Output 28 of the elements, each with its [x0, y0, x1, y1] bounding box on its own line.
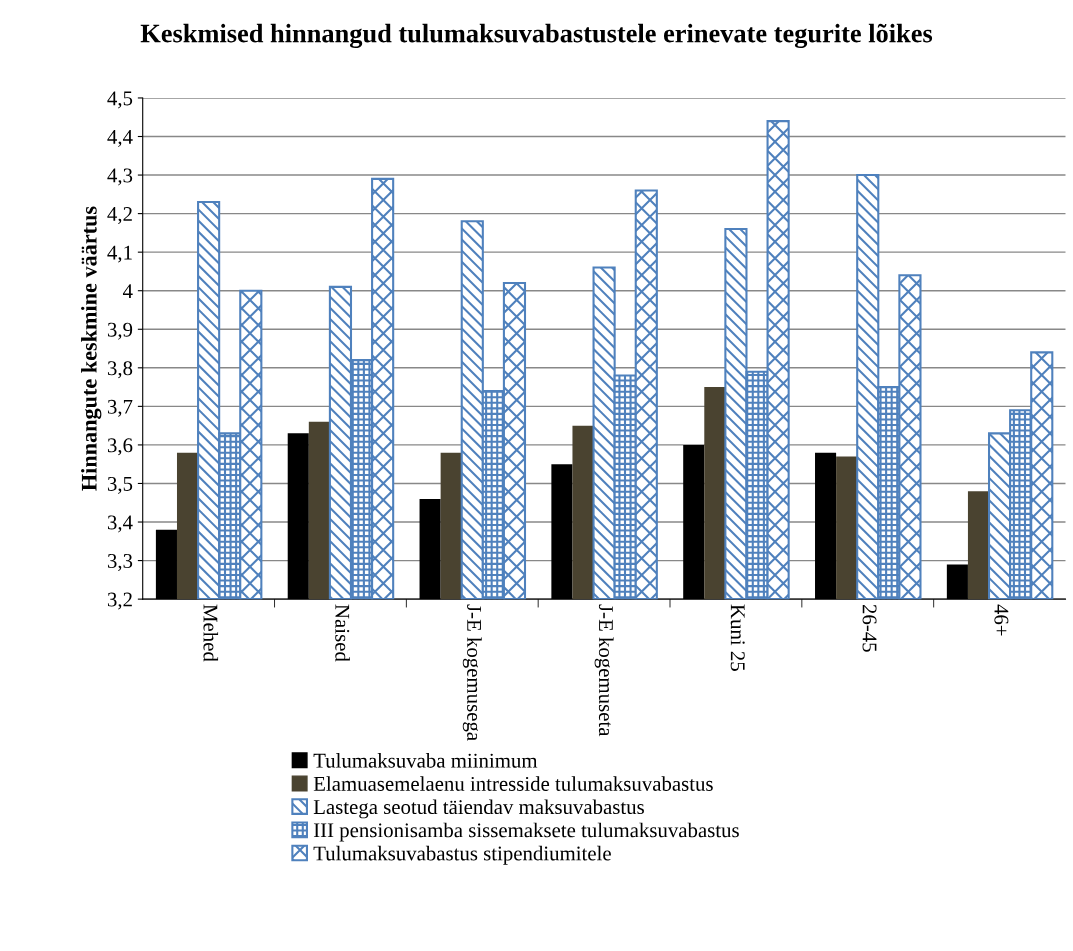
x-tick-label: J-E kogemusega [462, 604, 482, 741]
y-tick-label: 3,3 [107, 554, 133, 572]
legend-label: Tulumaksuvabastus stipendiumitele [313, 845, 611, 865]
chart-title: Keskmised hinnangud tulumaksuvabastustele erinevate tegurite lõikes [140, 23, 933, 48]
x-tick-label: Kuni 25 [730, 604, 745, 671]
x-tick-label: Mehed [203, 604, 219, 662]
y-tick-label: 3,2 [107, 592, 132, 610]
legend-label: Lastega seotud täiendav maksuvabastus [313, 799, 644, 819]
y-tick-label: 4,1 [107, 245, 132, 263]
y-axis-title: Hinnangute keskmine väärtus [81, 206, 102, 491]
legend-label: III pensionisamba sissemaksete tulumaksuvabastus [313, 822, 739, 842]
legend-label: Elamuasemelaenu intresside tulumaksuvabastus [313, 776, 713, 791]
y-tick-label: 4,5 [107, 91, 133, 109]
y-tick-label: 3,6 [107, 438, 133, 456]
x-tick-label: 26-45 [862, 604, 877, 652]
y-tick-label: 4,2 [107, 207, 132, 225]
y-tick-label: 3,9 [107, 322, 133, 340]
x-tick-label: 46+ [994, 604, 1009, 636]
y-tick-label: 3,8 [107, 361, 133, 379]
y-tick-label: 3,4 [107, 515, 133, 533]
y-tick-label: 3,5 [107, 476, 133, 494]
y-tick-label: 3,7 [107, 399, 133, 417]
x-tick-label: J-E kogemuseta [594, 604, 614, 737]
x-tick-label: Naised [335, 604, 350, 662]
y-tick-label: 4,4 [107, 130, 133, 147]
y-tick-label: 4,3 [107, 168, 133, 186]
y-tick-label: 4 [122, 284, 133, 298]
legend-label: Tulumaksuvaba miinimum [313, 753, 538, 768]
